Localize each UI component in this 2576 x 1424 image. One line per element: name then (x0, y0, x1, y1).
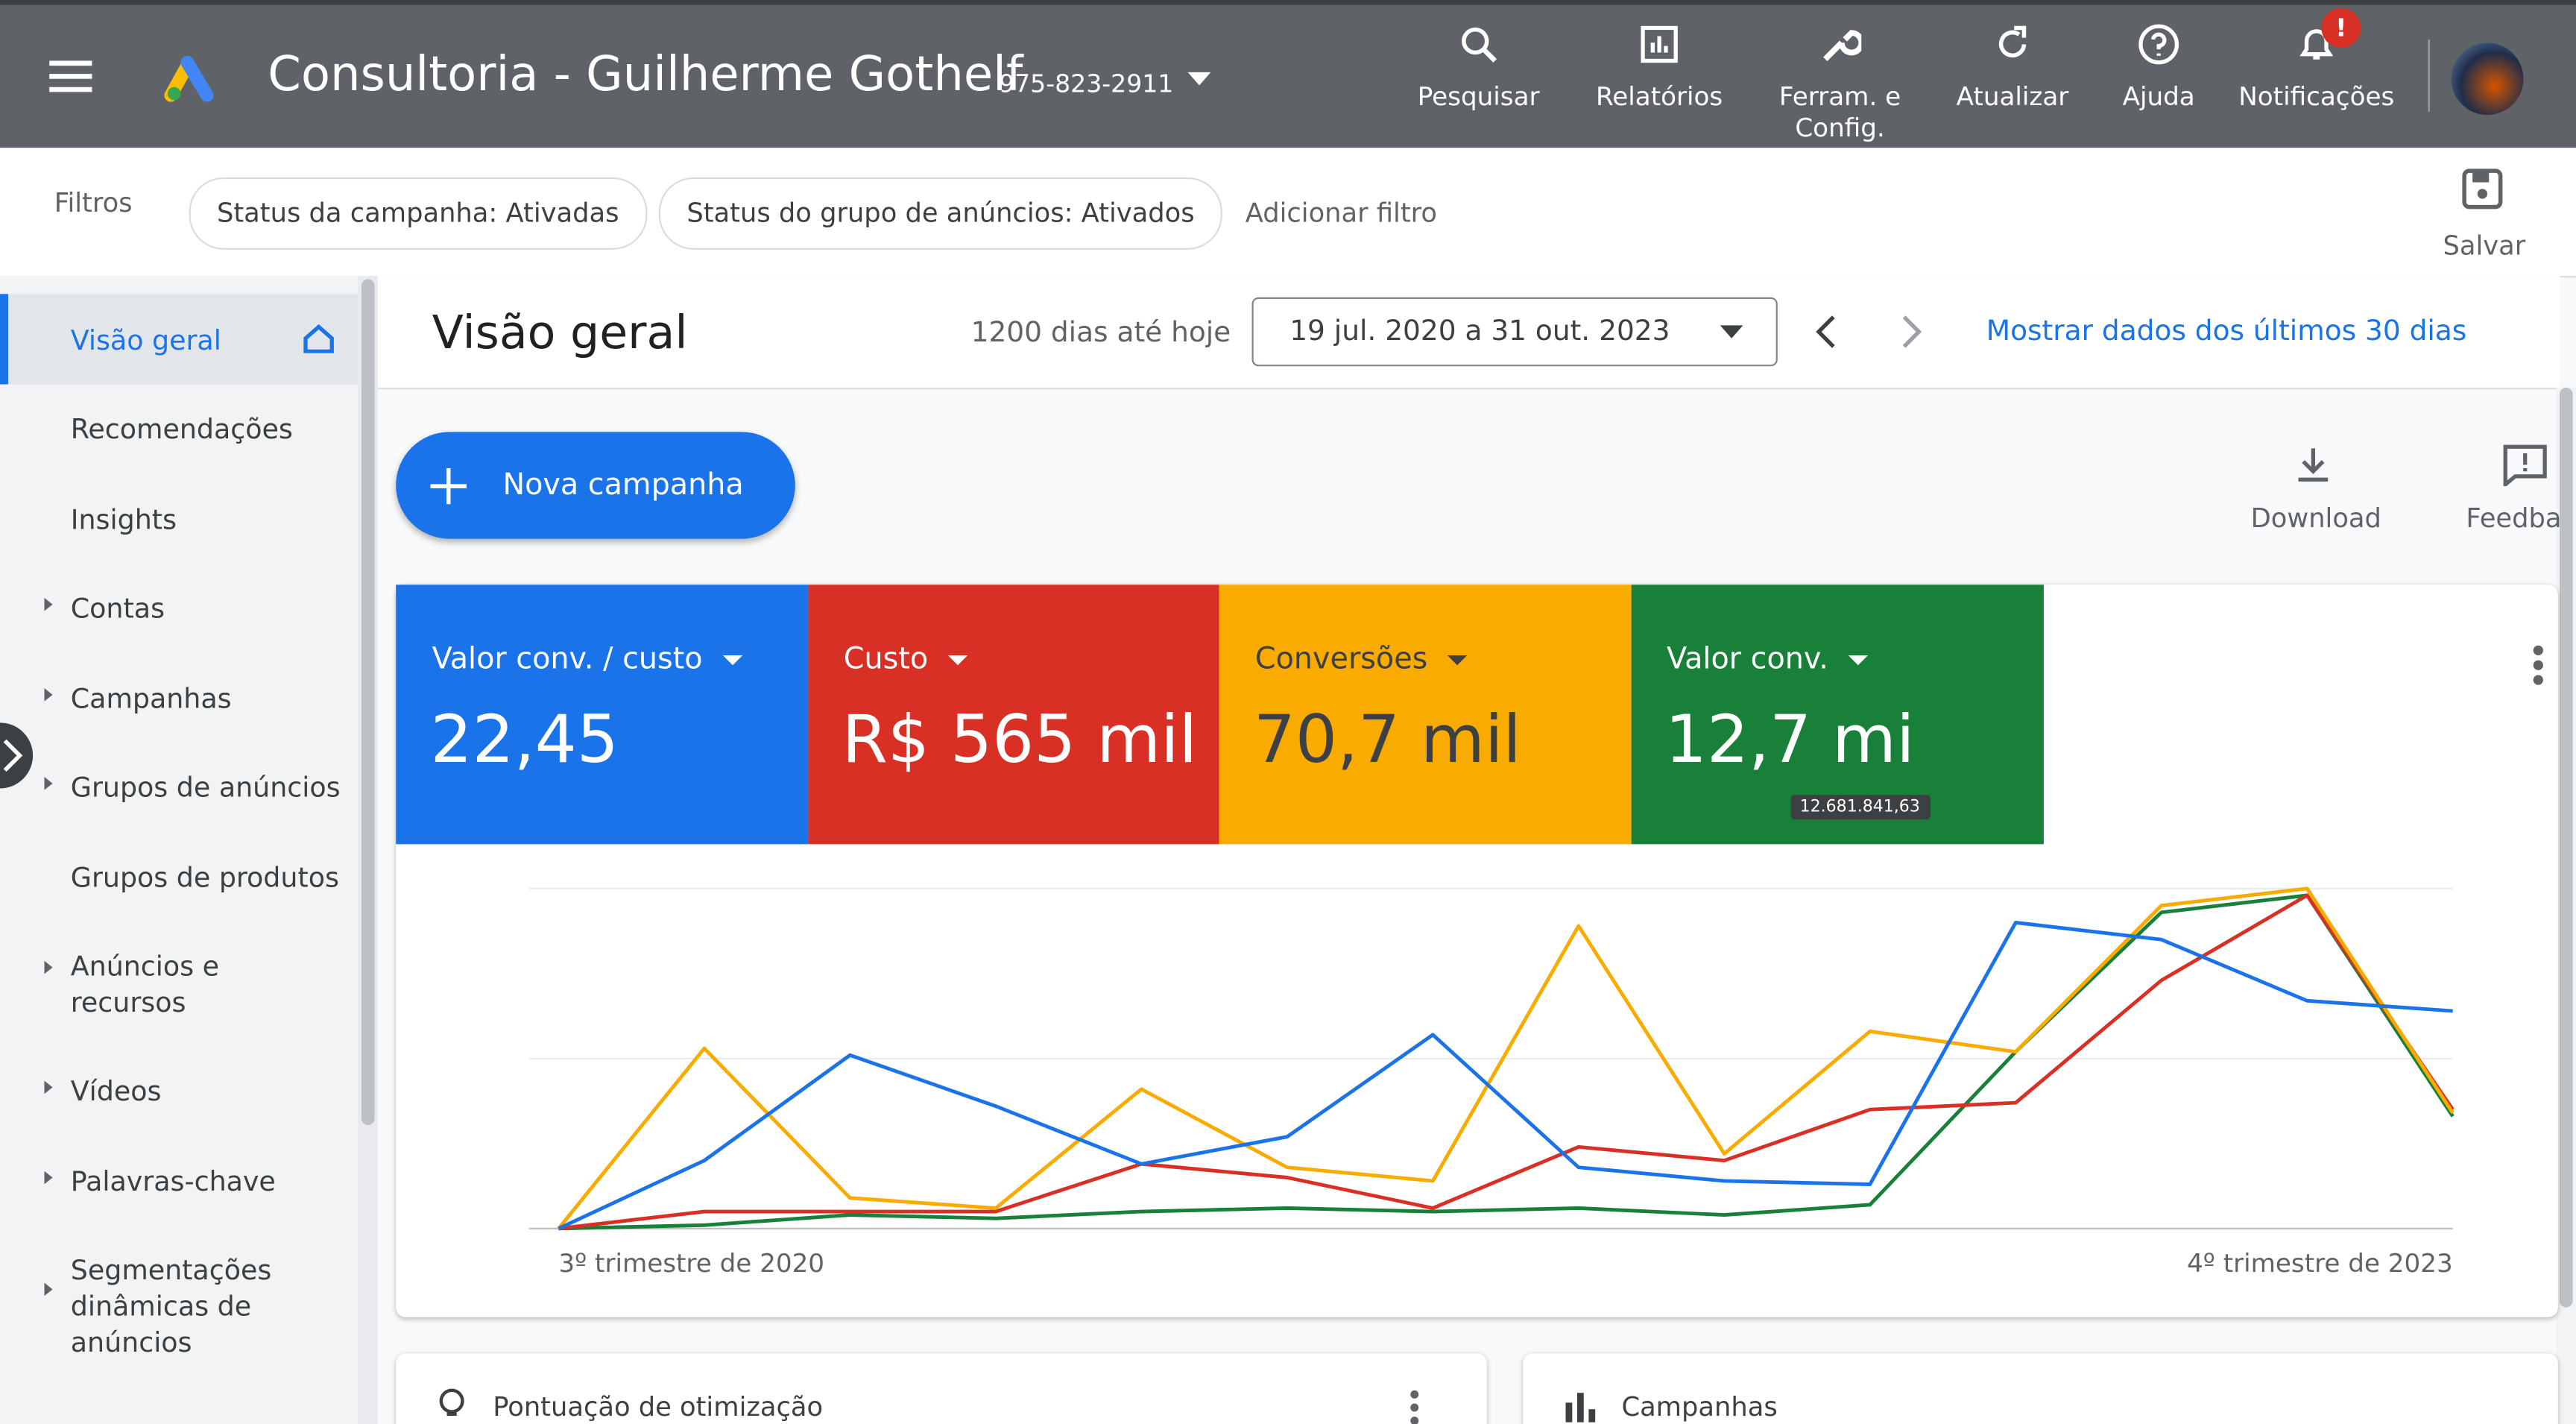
nav-icon[interactable] (2138, 23, 2180, 66)
sidebar-item[interactable]: Insights (70, 504, 177, 536)
active-item (0, 294, 359, 385)
dropdown[interactable] (1186, 71, 1212, 87)
sidebar-item[interactable]: Anúncios e recursos (70, 951, 220, 1018)
nav-label[interactable]: Notificações (2238, 82, 2395, 112)
card-title: Pontuação de otimização (493, 1390, 824, 1423)
expand-arrow[interactable] (44, 688, 53, 702)
menu-icon[interactable] (49, 59, 95, 95)
nav-icon[interactable] (1991, 23, 2033, 66)
avatar[interactable] (2451, 42, 2524, 116)
series-line (558, 921, 2453, 1231)
new-campaign-label[interactable]: Nova campanha (502, 467, 744, 503)
divider (2428, 39, 2430, 112)
bars-icon (1565, 1393, 1596, 1423)
filter-chip[interactable]: Status da campanha: Ativadas (189, 177, 647, 250)
date-range[interactable]: 19 jul. 2020 a 31 out. 2023 (1289, 315, 1670, 349)
dropdown[interactable] (1848, 655, 1868, 666)
scorecard-label[interactable]: Valor conv. (1667, 642, 1828, 677)
nav-label[interactable]: Ajuda (2122, 82, 2195, 112)
account-id: 975-823-2911 (999, 69, 1174, 99)
scorecard[interactable] (807, 585, 1220, 845)
scorecard-value: R$ 565 mil (842, 702, 1198, 779)
nav-icon[interactable] (1638, 23, 1680, 66)
sidebar-item[interactable]: Segmentações dinâmicas de anúncios (70, 1255, 272, 1358)
scorecard-label[interactable]: Conversões (1254, 642, 1428, 677)
scorecard-value: 12,7 mi (1664, 702, 1915, 779)
date-arrows[interactable] (1808, 312, 1939, 352)
expand-arrow[interactable] (44, 597, 53, 611)
filter-chip[interactable]: Status do grupo de anúncios: Ativados (658, 177, 1223, 250)
scorecard-value: 22,45 (430, 702, 619, 779)
top-bar (0, 0, 2576, 148)
ads-logo (164, 55, 214, 102)
card (396, 1353, 1487, 1424)
range-hint: 1200 dias até hoje (970, 317, 1231, 350)
sidebar (0, 276, 359, 1424)
scorecard-value: 70,7 mil (1253, 702, 1521, 779)
line-chart: 3º trimestre de 2020 4º trimestre de 2023 (528, 886, 2455, 1279)
bulb-icon (439, 1388, 464, 1416)
scorecard[interactable] (1219, 585, 1632, 845)
sidebar-item[interactable]: Visão geral (70, 325, 221, 357)
card-title: Campanhas (1621, 1390, 1778, 1423)
series-line (558, 893, 2455, 1231)
save-icon[interactable] (2461, 168, 2504, 210)
page-title: Visão geral (432, 305, 688, 360)
more-icon[interactable] (2532, 644, 2545, 687)
sidebar-item[interactable]: Campanhas (70, 683, 232, 715)
date-picker[interactable] (1251, 297, 1778, 367)
expand-arrow[interactable] (44, 1080, 53, 1094)
scorecard[interactable] (396, 585, 809, 845)
scroll-thumb (2559, 387, 2573, 1308)
nav-label[interactable]: Relatórios (1596, 82, 1723, 112)
expand-icon[interactable] (0, 736, 26, 775)
scroll-thumb (361, 279, 375, 1126)
expand-arrow[interactable] (44, 1282, 53, 1297)
sidebar-item[interactable]: Contas (70, 593, 165, 625)
plus-icon[interactable] (430, 467, 467, 505)
filter-bar (0, 148, 2576, 278)
download-label[interactable]: Download (2250, 503, 2381, 534)
overview-header (377, 276, 2560, 390)
expand-arrow[interactable] (44, 1171, 53, 1185)
nav-icon[interactable] (1457, 23, 1500, 66)
last-30-link[interactable]: Mostrar dados dos últimos 30 dias (1986, 315, 2467, 349)
sidebar-item[interactable]: Vídeos (70, 1075, 162, 1107)
sidebar-item[interactable]: Grupos de produtos (70, 862, 339, 894)
feedback-icon[interactable] (2502, 444, 2548, 487)
tooltip: 12.681.841,63 (1790, 795, 1931, 820)
add-filter[interactable]: Adicionar filtro (1245, 197, 1437, 229)
save-label[interactable]: Salvar (2443, 230, 2526, 262)
nav-icon[interactable] (1819, 23, 1862, 66)
sidebar-item[interactable]: Grupos de anúncios (70, 772, 341, 804)
dropdown[interactable] (1447, 655, 1468, 666)
sidebar-item[interactable]: Recomendações (70, 414, 293, 446)
expand-arrow[interactable] (44, 777, 53, 790)
feedback-label[interactable]: Feedba (2466, 503, 2562, 534)
notification-badge[interactable]: ! (2321, 8, 2361, 48)
expand-arrow[interactable] (44, 960, 53, 974)
scorecard-label[interactable]: Valor conv. / custo (432, 642, 703, 677)
sidebar-item[interactable]: Palavras-chave (70, 1166, 276, 1197)
dropdown[interactable] (947, 655, 968, 666)
dropdown[interactable] (722, 655, 742, 666)
nav-label[interactable]: Ferram. e Config. (1778, 82, 1901, 143)
more-icon[interactable] (1408, 1390, 1421, 1424)
home-icon (303, 324, 334, 353)
nav-label[interactable]: Atualizar (1956, 82, 2069, 112)
filters-label: Filtros (54, 187, 133, 218)
account-name: Consultoria - Guilherme Gothelf (268, 45, 1023, 102)
x-tick-label: 4º trimestre de 2023 (2187, 1249, 2453, 1279)
series-line (557, 886, 2455, 1230)
nav-label[interactable]: Pesquisar (1417, 82, 1540, 112)
card (1523, 1353, 2558, 1424)
scorecard-label[interactable]: Custo (843, 642, 929, 677)
dropdown[interactable] (1720, 325, 1743, 340)
x-tick-label: 3º trimestre de 2020 (558, 1249, 824, 1279)
download-icon[interactable] (2294, 445, 2333, 485)
